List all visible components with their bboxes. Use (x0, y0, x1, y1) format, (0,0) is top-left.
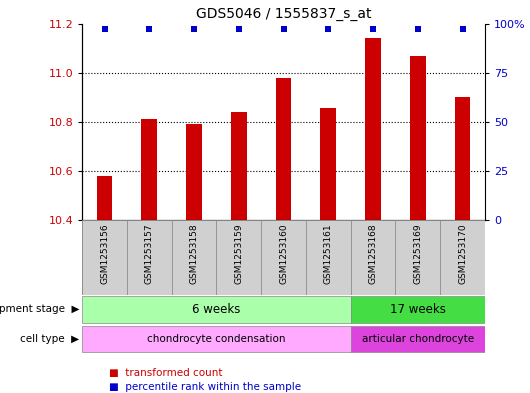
Text: GSM1253156: GSM1253156 (100, 224, 109, 285)
Bar (216, 220, 261, 295)
Point (413, 26, 422, 33)
Bar (276, 78, 292, 220)
Bar (351, 296, 485, 323)
Point (145, 26, 154, 33)
Bar (351, 326, 485, 352)
Text: GSM1253160: GSM1253160 (279, 224, 288, 285)
Text: cell type  ▶: cell type ▶ (20, 334, 80, 344)
Bar (455, 97, 471, 220)
Bar (172, 220, 216, 295)
Bar (82, 296, 351, 323)
Text: development stage  ▶: development stage ▶ (0, 305, 80, 314)
Bar (127, 220, 172, 295)
Point (279, 26, 288, 33)
Bar (96, 176, 112, 220)
Text: GSM1253161: GSM1253161 (324, 224, 333, 285)
Bar (142, 119, 157, 220)
Point (100, 26, 109, 33)
Text: ■  transformed count: ■ transformed count (109, 368, 222, 378)
Bar (306, 220, 351, 295)
Point (324, 26, 332, 33)
Text: GSM1253170: GSM1253170 (458, 224, 467, 285)
Bar (231, 112, 246, 220)
Text: GSM1253168: GSM1253168 (368, 224, 377, 285)
Text: GSM1253159: GSM1253159 (234, 224, 243, 285)
Bar (82, 326, 351, 352)
Point (190, 26, 198, 33)
Bar (261, 220, 306, 295)
Text: ■  percentile rank within the sample: ■ percentile rank within the sample (109, 382, 301, 392)
Text: 6 weeks: 6 weeks (192, 303, 241, 316)
Text: GSM1253157: GSM1253157 (145, 224, 154, 285)
Point (369, 26, 377, 33)
Text: GSM1253169: GSM1253169 (413, 224, 422, 285)
Bar (410, 55, 426, 220)
Bar (395, 220, 440, 295)
Bar (351, 220, 395, 295)
Bar (321, 108, 336, 220)
Point (458, 26, 467, 33)
Text: chondrocyte condensation: chondrocyte condensation (147, 334, 286, 344)
Bar (365, 39, 381, 220)
Bar (82, 220, 127, 295)
Text: articular chondrocyte: articular chondrocyte (362, 334, 474, 344)
Text: 17 weeks: 17 weeks (390, 303, 446, 316)
Point (235, 26, 243, 33)
Text: GSM1253158: GSM1253158 (190, 224, 199, 285)
Title: GDS5046 / 1555837_s_at: GDS5046 / 1555837_s_at (196, 7, 372, 21)
Bar (440, 220, 485, 295)
Bar (186, 124, 202, 220)
